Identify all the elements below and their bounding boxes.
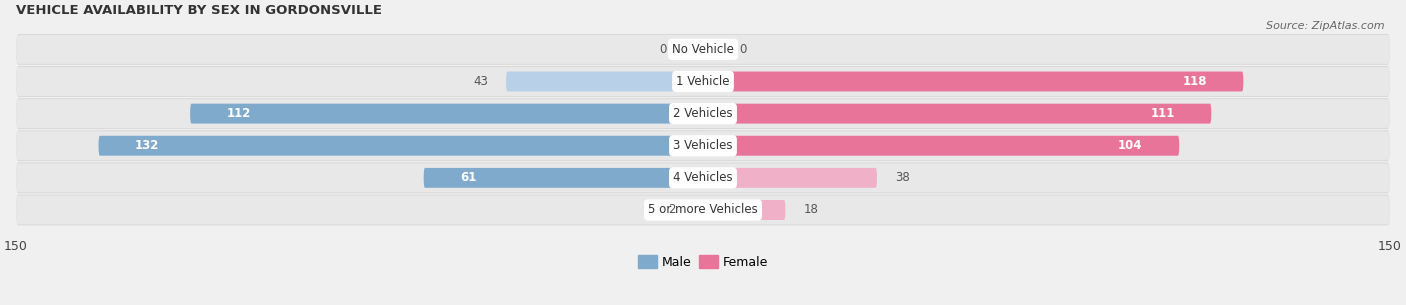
FancyBboxPatch shape [98,136,703,156]
FancyBboxPatch shape [15,130,1391,161]
FancyBboxPatch shape [15,131,1391,160]
FancyBboxPatch shape [15,163,1391,192]
Text: 4 Vehicles: 4 Vehicles [673,171,733,184]
FancyBboxPatch shape [703,72,1243,92]
FancyBboxPatch shape [703,136,1180,156]
Text: 3 Vehicles: 3 Vehicles [673,139,733,152]
FancyBboxPatch shape [693,200,703,220]
Text: 1 Vehicle: 1 Vehicle [676,75,730,88]
Text: 38: 38 [896,171,910,184]
Text: Source: ZipAtlas.com: Source: ZipAtlas.com [1267,21,1385,31]
FancyBboxPatch shape [15,66,1391,97]
FancyBboxPatch shape [15,98,1391,129]
FancyBboxPatch shape [15,163,1391,193]
FancyBboxPatch shape [703,104,1212,124]
Text: 5 or more Vehicles: 5 or more Vehicles [648,203,758,217]
Text: 132: 132 [135,139,159,152]
FancyBboxPatch shape [703,200,786,220]
Text: 2: 2 [668,203,675,217]
Text: 0: 0 [740,43,747,56]
Text: 112: 112 [226,107,252,120]
FancyBboxPatch shape [15,67,1391,96]
Text: No Vehicle: No Vehicle [672,43,734,56]
Text: VEHICLE AVAILABILITY BY SEX IN GORDONSVILLE: VEHICLE AVAILABILITY BY SEX IN GORDONSVI… [15,4,382,17]
Text: 0: 0 [659,43,666,56]
FancyBboxPatch shape [15,195,1391,225]
Text: 111: 111 [1150,107,1174,120]
FancyBboxPatch shape [423,168,703,188]
FancyBboxPatch shape [703,168,877,188]
FancyBboxPatch shape [190,104,703,124]
FancyBboxPatch shape [15,34,1391,65]
Text: 118: 118 [1182,75,1206,88]
FancyBboxPatch shape [15,35,1391,64]
FancyBboxPatch shape [506,72,703,92]
FancyBboxPatch shape [15,99,1391,128]
Legend: Male, Female: Male, Female [633,250,773,274]
FancyBboxPatch shape [15,196,1391,224]
Text: 43: 43 [472,75,488,88]
Text: 61: 61 [460,171,477,184]
Text: 2 Vehicles: 2 Vehicles [673,107,733,120]
Text: 18: 18 [804,203,818,217]
Text: 104: 104 [1118,139,1143,152]
